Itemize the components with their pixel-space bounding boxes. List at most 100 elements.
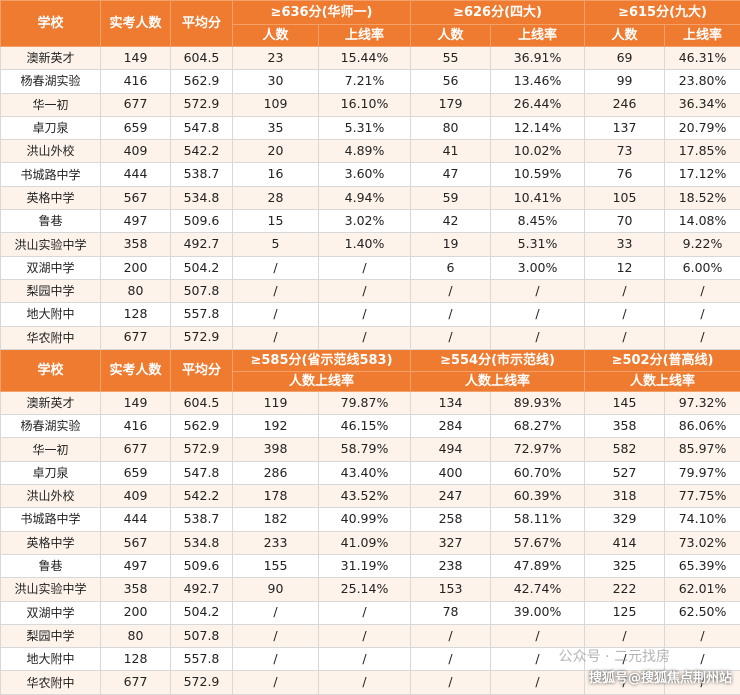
value-cell: 89.93% — [491, 391, 585, 414]
value-cell: 20 — [233, 140, 319, 163]
school-cell: 洪山外校 — [1, 140, 101, 163]
value-cell: 1.40% — [319, 233, 411, 256]
value-cell: 12 — [585, 256, 665, 279]
sub-rate: 上线率 — [319, 25, 411, 47]
value-cell: 358 — [101, 233, 171, 256]
value-cell: 62.01% — [665, 578, 740, 601]
value-cell: 42.74% — [491, 578, 585, 601]
value-cell: 509.6 — [171, 210, 233, 233]
col-school: 学校 — [1, 1, 101, 47]
value-cell: 538.7 — [171, 163, 233, 186]
value-cell: 41.09% — [319, 531, 411, 554]
value-cell: 90 — [233, 578, 319, 601]
value-cell: / — [585, 279, 665, 302]
sub-count: 人数 — [585, 25, 665, 47]
value-cell: 414 — [585, 531, 665, 554]
sub-combined: 人数上线率 — [233, 371, 411, 391]
value-cell: 677 — [101, 326, 171, 349]
school-cell: 地大附中 — [1, 648, 101, 671]
value-cell: 145 — [585, 391, 665, 414]
value-cell: 73.02% — [665, 531, 740, 554]
value-cell: 5 — [233, 233, 319, 256]
value-cell: / — [585, 303, 665, 326]
value-cell: 19 — [411, 233, 491, 256]
col-avg: 平均分 — [171, 349, 233, 391]
table2-header-row: 学校实考人数平均分≥585分(省示范线583)≥554分(市示范线)≥502分(… — [1, 349, 740, 371]
school-cell: 鲁巷 — [1, 210, 101, 233]
value-cell: 36.91% — [491, 47, 585, 70]
school-cell: 洪山实验中学 — [1, 578, 101, 601]
value-cell: 80 — [101, 279, 171, 302]
col-count: 实考人数 — [101, 349, 171, 391]
value-cell: 43.40% — [319, 461, 411, 484]
value-cell: 538.7 — [171, 508, 233, 531]
value-cell: 77.75% — [665, 485, 740, 508]
value-cell: 192 — [233, 415, 319, 438]
value-cell: / — [585, 326, 665, 349]
value-cell: 134 — [411, 391, 491, 414]
value-cell: 4.94% — [319, 186, 411, 209]
value-cell: 40.99% — [319, 508, 411, 531]
value-cell: 76 — [585, 163, 665, 186]
value-cell: 509.6 — [171, 554, 233, 577]
value-cell: 492.7 — [171, 233, 233, 256]
value-cell: 26.44% — [491, 93, 585, 116]
value-cell: 178 — [233, 485, 319, 508]
school-cell: 英格中学 — [1, 531, 101, 554]
value-cell: 3.00% — [491, 256, 585, 279]
value-cell: 31.19% — [319, 554, 411, 577]
value-cell: 10.02% — [491, 140, 585, 163]
value-cell: 42 — [411, 210, 491, 233]
value-cell: 33 — [585, 233, 665, 256]
value-cell: 16.10% — [319, 93, 411, 116]
value-cell: / — [233, 256, 319, 279]
school-cell: 鲁巷 — [1, 554, 101, 577]
value-cell: 659 — [101, 116, 171, 139]
value-cell: 17.85% — [665, 140, 740, 163]
value-cell: 23 — [233, 47, 319, 70]
value-cell: / — [665, 624, 740, 647]
value-cell: 258 — [411, 508, 491, 531]
value-cell: / — [233, 279, 319, 302]
value-cell: 534.8 — [171, 186, 233, 209]
value-cell: 149 — [101, 47, 171, 70]
school-cell: 双湖中学 — [1, 601, 101, 624]
group-title: ≥554分(市示范线) — [411, 349, 585, 371]
value-cell: 246 — [585, 93, 665, 116]
school-cell: 地大附中 — [1, 303, 101, 326]
value-cell: 200 — [101, 601, 171, 624]
value-cell: 547.8 — [171, 461, 233, 484]
value-cell: 318 — [585, 485, 665, 508]
school-cell: 英格中学 — [1, 186, 101, 209]
value-cell: 68.27% — [491, 415, 585, 438]
value-cell: / — [233, 303, 319, 326]
value-cell: / — [319, 279, 411, 302]
value-cell: 9.22% — [665, 233, 740, 256]
value-cell: 557.8 — [171, 648, 233, 671]
value-cell: 7.21% — [319, 70, 411, 93]
value-cell: 179 — [411, 93, 491, 116]
value-cell: / — [491, 303, 585, 326]
value-cell: 36.34% — [665, 93, 740, 116]
school-cell: 卓刀泉 — [1, 116, 101, 139]
value-cell: / — [319, 671, 411, 694]
group-title: ≥585分(省示范线583) — [233, 349, 411, 371]
value-cell: 572.9 — [171, 93, 233, 116]
value-cell: 73 — [585, 140, 665, 163]
value-cell: 18.52% — [665, 186, 740, 209]
sub-count: 人数 — [233, 25, 319, 47]
value-cell: 409 — [101, 485, 171, 508]
value-cell: 416 — [101, 70, 171, 93]
value-cell: / — [411, 671, 491, 694]
value-cell: 4.89% — [319, 140, 411, 163]
value-cell: 233 — [233, 531, 319, 554]
school-cell: 澳新英才 — [1, 391, 101, 414]
